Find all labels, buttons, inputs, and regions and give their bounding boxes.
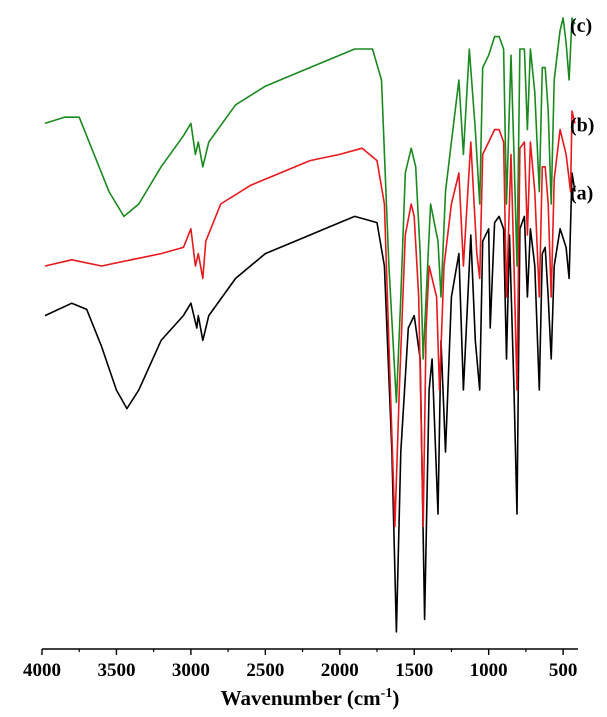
series-label-a: (a) [570, 183, 593, 205]
series-layer [44, 17, 576, 633]
series-label-c: (c) [570, 15, 592, 37]
x-axis-title-end: ) [392, 686, 399, 710]
x-tick-label: 2000 [321, 660, 359, 681]
x-tick-label: 1000 [470, 660, 508, 681]
series-labels: (a) (b) (c) [570, 15, 594, 204]
x-tick-label: 3500 [97, 660, 135, 681]
spectrum-line-b [44, 110, 576, 528]
x-tick-label: 1500 [395, 660, 433, 681]
spectrum-line-a [44, 172, 576, 633]
spectrum-line-c [44, 17, 576, 404]
x-tick-label: 3000 [172, 660, 210, 681]
x-axis-title-main: Wavenumber (cm [221, 686, 382, 710]
x-tick-label: 2500 [246, 660, 284, 681]
series-label-b: (b) [570, 114, 594, 136]
x-axis-title: Wavenumber (cm-1) [221, 686, 400, 710]
x-ticks: 4000 3500 3000 2500 2000 1500 1000 500 [23, 649, 577, 681]
x-tick-label: 4000 [23, 660, 61, 681]
x-axis-title-sup: -1 [381, 686, 393, 701]
x-tick-label: 500 [549, 660, 578, 681]
